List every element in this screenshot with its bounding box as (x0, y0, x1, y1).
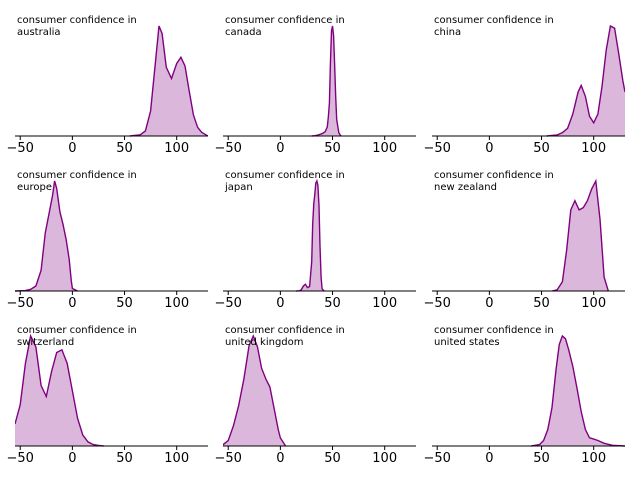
x-tick-label: −50 (214, 141, 241, 156)
x-tick-label: 100 (164, 451, 189, 466)
density-area-china (546, 26, 625, 136)
density-line-europe (15, 180, 78, 292)
x-tick-label: −50 (214, 296, 241, 311)
density-area-united-kingdom (223, 336, 286, 446)
x-tick-label: 0 (68, 451, 76, 466)
panel-title-line: europe (17, 182, 52, 193)
panel-title-line: consumer confidence in (17, 170, 137, 181)
x-tick-label: 100 (372, 451, 397, 466)
x-tick-label: −50 (214, 451, 241, 466)
x-tick-label: 100 (164, 141, 189, 156)
density-line-canada (311, 25, 342, 137)
density-line-australia (129, 25, 208, 137)
x-tick-label: 50 (324, 296, 341, 311)
x-tick-label: −50 (423, 451, 450, 466)
x-tick-label: 100 (581, 296, 606, 311)
panel-title-line: japan (224, 182, 253, 193)
panel-title-line: united states (434, 337, 500, 348)
density-line-switzerland (15, 333, 104, 447)
x-tick-label: 0 (68, 141, 76, 156)
x-tick-label: 50 (116, 451, 133, 466)
x-tick-label: 0 (485, 141, 493, 156)
x-tick-label: −50 (423, 141, 450, 156)
panel-title-line: consumer confidence in (17, 325, 137, 336)
x-tick-label: 50 (533, 141, 550, 156)
panel-title-line: consumer confidence in (434, 15, 554, 26)
x-tick-label: 50 (324, 141, 341, 156)
density-line-japan (295, 178, 325, 292)
x-tick-label: −50 (6, 451, 33, 466)
panel-title-line: consumer confidence in (225, 170, 345, 181)
x-tick-label: 50 (533, 296, 550, 311)
density-area-united-states (531, 336, 625, 446)
panel-title-line: australia (17, 27, 61, 38)
x-tick-label: −50 (423, 296, 450, 311)
x-tick-label: 50 (116, 296, 133, 311)
panel-title-line: consumer confidence in (225, 325, 345, 336)
panel-title-line: china (434, 27, 461, 38)
density-area-europe (15, 181, 78, 291)
density-line-new-zealand (551, 178, 609, 292)
panel-title-line: consumer confidence in (17, 15, 137, 26)
x-tick-label: 0 (485, 296, 493, 311)
panel-title-line: consumer confidence in (434, 325, 554, 336)
x-tick-label: −50 (6, 296, 33, 311)
panel-title-line: consumer confidence in (434, 170, 554, 181)
density-area-australia (129, 26, 208, 136)
x-tick-label: 100 (164, 296, 189, 311)
x-tick-label: 100 (581, 141, 606, 156)
density-line-china (546, 24, 625, 137)
x-tick-label: 50 (533, 451, 550, 466)
x-tick-label: 100 (372, 296, 397, 311)
density-area-japan (296, 181, 325, 291)
x-tick-label: 0 (276, 141, 284, 156)
x-tick-label: 0 (276, 296, 284, 311)
x-tick-label: 100 (581, 451, 606, 466)
panel-title-line: united kingdom (225, 337, 304, 348)
density-area-switzerland (15, 336, 104, 446)
panel-switzerland: −50 0 50 100 consumer confidence inswitzerla… (6, 325, 208, 466)
x-tick-label: −50 (6, 141, 33, 156)
x-tick-label: 0 (68, 296, 76, 311)
panel-title-line: canada (225, 27, 262, 38)
density-area-new-zealand (552, 181, 609, 291)
x-tick-label: 0 (485, 451, 493, 466)
x-tick-label: 50 (324, 451, 341, 466)
density-line-united-kingdom (223, 334, 287, 447)
panel-title-line: switzerland (17, 337, 74, 348)
panel-title-line: consumer confidence in (225, 15, 345, 26)
density-line-united-states (530, 334, 625, 447)
x-tick-label: 0 (276, 451, 284, 466)
x-tick-label: 50 (116, 141, 133, 156)
panel-title-line: new zealand (434, 182, 497, 193)
x-tick-label: 100 (372, 141, 397, 156)
